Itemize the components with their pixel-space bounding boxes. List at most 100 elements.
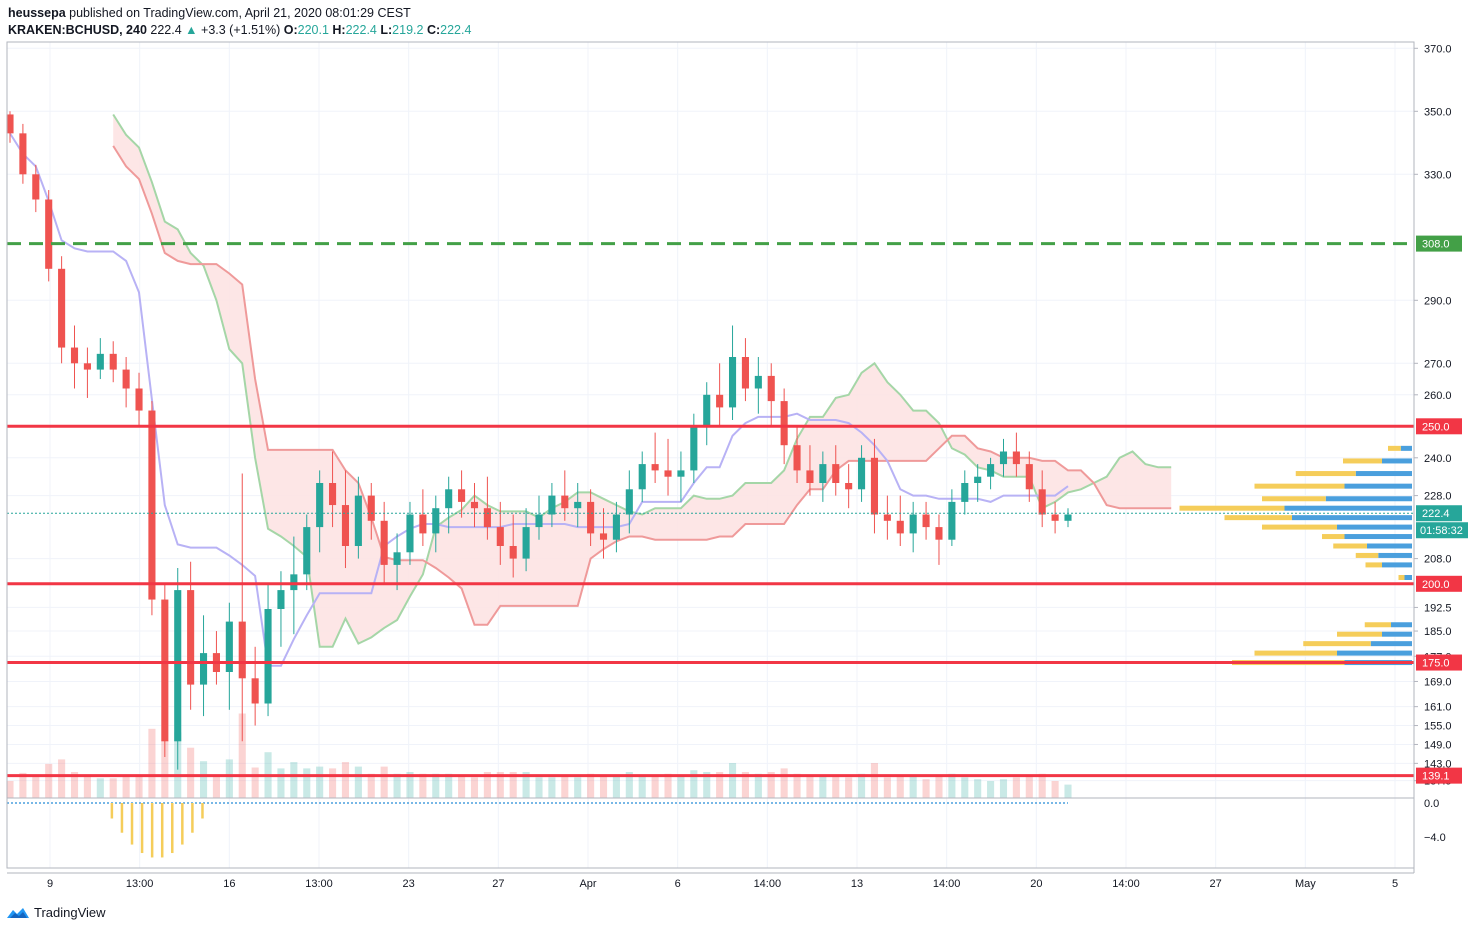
volume-bar <box>1051 781 1059 798</box>
horizontal-levels[interactable] <box>7 242 1414 778</box>
volume-bar <box>999 779 1008 798</box>
candle-body <box>548 495 556 515</box>
last-price-label: 222.4 <box>1422 508 1450 520</box>
axes <box>6 41 1415 874</box>
candle-body <box>316 483 324 528</box>
volume-bar <box>290 762 298 798</box>
candle-body <box>767 375 775 402</box>
volume-bar <box>161 740 169 798</box>
vp-down-bar <box>1262 496 1326 502</box>
vp-up-bar <box>1337 524 1412 530</box>
volume-bar <box>561 775 569 798</box>
low-label: L: <box>380 23 393 37</box>
level-badge <box>1416 418 1462 435</box>
senkou-span-a <box>112 113 1172 648</box>
candle-body <box>561 495 569 509</box>
volume-bar <box>599 775 608 798</box>
candle-body <box>922 514 930 528</box>
time-tick-label: 14:00 <box>754 878 782 890</box>
time-tick-label: 16 <box>223 878 235 890</box>
tradingview-brand[interactable]: TradingView <box>6 905 106 920</box>
candle-body <box>83 363 91 370</box>
volume-bar <box>96 778 104 798</box>
candle-body <box>161 599 169 742</box>
vp-down-bar <box>1337 631 1382 637</box>
vp-up-bar <box>1378 552 1412 558</box>
oscillator-tick-label: −4.0 <box>1424 832 1446 844</box>
volume-bar <box>780 768 788 798</box>
candle-body <box>458 489 466 502</box>
volume-bar <box>767 772 775 798</box>
volume-bar <box>664 773 672 798</box>
volume-bar <box>858 773 866 798</box>
vp-down-bar <box>1303 641 1371 647</box>
candle-body <box>45 199 53 269</box>
volume-bar <box>587 773 595 798</box>
candle-body <box>406 514 414 553</box>
volume-bar <box>329 768 337 798</box>
volume-bar <box>122 775 130 798</box>
price-change: +3.3 (+1.51%) <box>201 23 281 37</box>
low-value: 219.2 <box>392 23 424 37</box>
candle-body <box>367 495 375 521</box>
candle-body <box>728 357 737 408</box>
candle-body <box>793 445 801 471</box>
vp-down-bar <box>1355 552 1379 558</box>
time-tick-label: 9 <box>47 878 53 890</box>
candle-body <box>19 133 27 175</box>
time-tick-label: May <box>1295 878 1316 890</box>
volume-bar <box>238 713 246 798</box>
candle-body <box>58 268 66 348</box>
candle-body <box>290 574 298 591</box>
time-tick-label: 13:00 <box>305 878 333 890</box>
price-badges: 308.0 250.0 200.0 175.0 139.1 222.4 01:58:32 <box>1416 235 1468 784</box>
vp-down-bar <box>1343 458 1382 464</box>
volume-bar <box>677 775 685 798</box>
volume-bar <box>535 777 543 798</box>
vp-up-bar <box>1382 458 1412 464</box>
candle-body <box>909 514 917 534</box>
candle-body <box>664 470 672 477</box>
candle-body <box>703 394 711 427</box>
volume-bar <box>509 772 517 798</box>
vp-up-bar <box>1367 543 1412 549</box>
time-tick-label: 27 <box>1210 878 1222 890</box>
volume-bar <box>148 728 156 798</box>
candle-body <box>870 457 879 515</box>
vp-down-bar <box>1179 505 1285 511</box>
volume-bar <box>574 777 582 798</box>
author-name[interactable]: heussepa <box>8 6 66 20</box>
volume-bar <box>522 772 530 798</box>
time-tick-label: 5 <box>1392 878 1398 890</box>
countdown-label: 01:58:32 <box>1420 525 1463 537</box>
volume-bar <box>845 777 853 798</box>
volume-bar <box>987 781 995 798</box>
vp-up-bar <box>1292 515 1412 521</box>
time-tick-label: 14:00 <box>933 878 961 890</box>
volume-bar <box>135 774 143 798</box>
candle-body <box>225 621 233 672</box>
symbol-name: KRAKEN:BCHUSD, 240 <box>8 23 147 37</box>
publish-info: heussepa published on TradingView.com, A… <box>8 6 411 20</box>
open-value: 220.1 <box>297 23 329 37</box>
price-tick-label: 228.0 <box>1424 491 1452 503</box>
volume-bar <box>922 779 930 798</box>
volume-bar <box>496 772 504 798</box>
time-tick-label: 6 <box>675 878 681 890</box>
candle-body <box>625 489 633 515</box>
vp-down-bar <box>1388 445 1401 451</box>
volume-bar <box>470 777 479 798</box>
vp-up-bar <box>1370 641 1412 647</box>
volume-bar <box>225 759 233 798</box>
price-tick-label: 330.0 <box>1424 169 1452 181</box>
candle-body <box>483 508 491 528</box>
open-label: O: <box>283 23 298 37</box>
senkou-span-b <box>112 145 1172 626</box>
vp-up-bar <box>1325 496 1412 502</box>
candle-body <box>587 501 595 534</box>
oscillator-bar <box>110 803 114 819</box>
volume-bar <box>251 767 259 798</box>
volume-bar <box>341 762 350 798</box>
vp-down-bar <box>1333 543 1367 549</box>
